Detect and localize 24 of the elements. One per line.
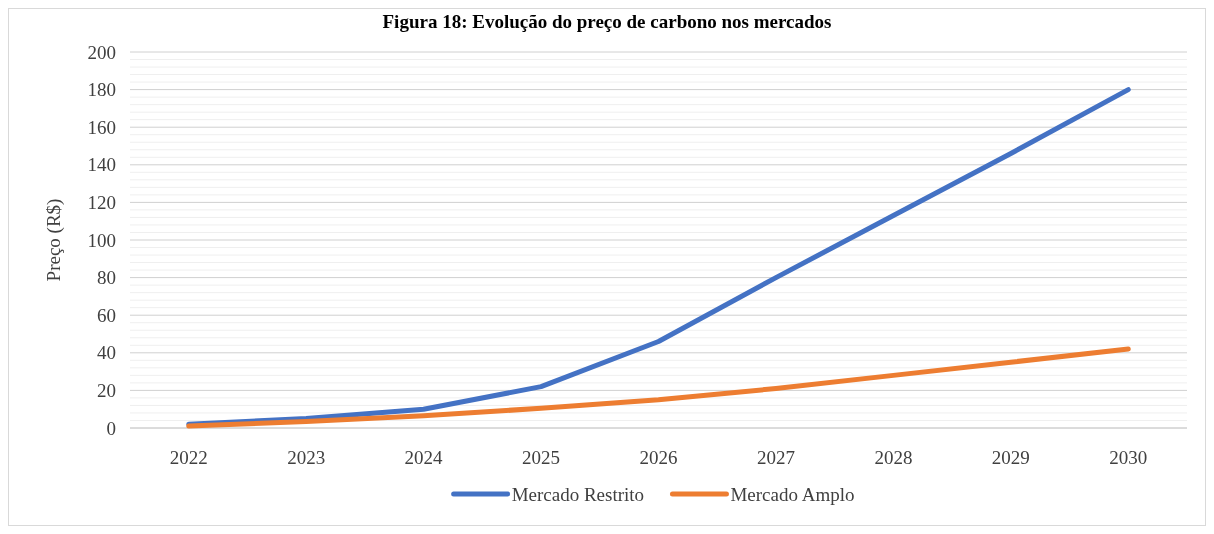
- y-axis-title: Preço (R$): [43, 198, 65, 282]
- chart-title: Figura 18: Evolução do preço de carbono nos mercados: [382, 11, 832, 32]
- y-tick-label: 40: [97, 342, 116, 364]
- legend-label: Mercado Amplo: [730, 483, 855, 505]
- x-tick-label: 2027: [756, 447, 795, 468]
- y-tick-label: 140: [87, 154, 116, 176]
- x-tick-label: 2023: [287, 447, 326, 468]
- legend-label: Mercado Restrito: [511, 483, 645, 505]
- x-tick-label: 2025: [522, 447, 561, 468]
- x-tick-label: 2030: [1109, 447, 1148, 468]
- y-tick-label: 80: [97, 267, 116, 289]
- y-tick-label: 100: [87, 229, 116, 251]
- x-tick-label: 2022: [169, 447, 208, 468]
- y-tick-label: 0: [106, 417, 116, 439]
- y-tick-label: 160: [87, 116, 116, 138]
- x-tick-label: 2028: [874, 447, 913, 468]
- y-tick-label: 20: [97, 380, 116, 402]
- y-tick-label: 200: [87, 41, 116, 63]
- x-tick-label: 2024: [404, 447, 444, 468]
- y-tick-label: 120: [87, 192, 116, 214]
- x-tick-label: 2026: [639, 447, 678, 468]
- x-tick-label: 2029: [991, 447, 1030, 468]
- y-tick-label: 60: [97, 304, 116, 326]
- y-tick-label: 180: [87, 79, 116, 101]
